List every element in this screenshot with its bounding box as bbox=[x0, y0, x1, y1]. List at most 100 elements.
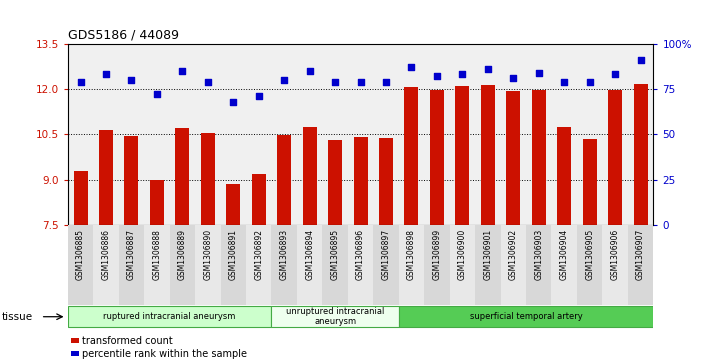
Text: GSM1306907: GSM1306907 bbox=[636, 229, 645, 280]
Bar bbox=[195, 225, 221, 305]
Bar bbox=[398, 225, 424, 305]
Bar bbox=[119, 225, 144, 305]
Point bbox=[381, 79, 392, 85]
Bar bbox=[226, 184, 241, 225]
Point bbox=[610, 72, 621, 77]
Bar bbox=[577, 225, 603, 305]
Point bbox=[100, 72, 111, 77]
Bar bbox=[176, 128, 189, 225]
Bar bbox=[603, 225, 628, 305]
Text: GSM1306902: GSM1306902 bbox=[509, 229, 518, 280]
Text: GSM1306888: GSM1306888 bbox=[152, 229, 161, 280]
Bar bbox=[68, 306, 271, 327]
Bar bbox=[271, 306, 398, 327]
Point bbox=[304, 68, 316, 74]
Bar bbox=[221, 225, 246, 305]
Bar bbox=[506, 91, 521, 225]
Bar bbox=[328, 140, 342, 225]
Point bbox=[176, 68, 188, 74]
Bar bbox=[201, 133, 215, 225]
Point bbox=[278, 77, 290, 83]
Text: GSM1306885: GSM1306885 bbox=[76, 229, 85, 280]
Bar bbox=[551, 225, 577, 305]
Point bbox=[151, 91, 163, 97]
Point bbox=[329, 79, 341, 85]
Text: GSM1306903: GSM1306903 bbox=[534, 229, 543, 280]
Text: unruptured intracranial
aneurysm: unruptured intracranial aneurysm bbox=[286, 307, 384, 326]
Text: GSM1306886: GSM1306886 bbox=[101, 229, 111, 280]
Point bbox=[75, 79, 86, 85]
Bar bbox=[124, 136, 139, 225]
Text: GSM1306895: GSM1306895 bbox=[331, 229, 340, 280]
Point bbox=[482, 66, 493, 72]
Point bbox=[431, 73, 443, 79]
Text: GSM1306897: GSM1306897 bbox=[381, 229, 391, 280]
Bar bbox=[348, 225, 373, 305]
Point bbox=[202, 79, 213, 85]
Bar bbox=[475, 225, 501, 305]
Text: GSM1306889: GSM1306889 bbox=[178, 229, 187, 280]
Bar bbox=[608, 90, 622, 225]
Point bbox=[228, 99, 239, 105]
Bar bbox=[353, 137, 368, 225]
Point bbox=[558, 79, 570, 85]
Point bbox=[533, 70, 545, 76]
Point bbox=[126, 77, 137, 83]
Bar bbox=[501, 225, 526, 305]
Text: transformed count: transformed count bbox=[82, 337, 173, 346]
Text: GSM1306892: GSM1306892 bbox=[254, 229, 263, 280]
Bar bbox=[526, 225, 551, 305]
Bar bbox=[94, 225, 119, 305]
Bar bbox=[303, 127, 317, 225]
Bar bbox=[71, 351, 79, 356]
Text: GSM1306905: GSM1306905 bbox=[585, 229, 594, 280]
Text: GSM1306890: GSM1306890 bbox=[203, 229, 212, 280]
Text: GSM1306896: GSM1306896 bbox=[356, 229, 365, 280]
Text: GSM1306887: GSM1306887 bbox=[127, 229, 136, 280]
Bar bbox=[252, 174, 266, 225]
Bar bbox=[430, 90, 444, 225]
Bar bbox=[424, 225, 450, 305]
Bar bbox=[170, 225, 195, 305]
Bar bbox=[271, 225, 297, 305]
Text: GDS5186 / 44089: GDS5186 / 44089 bbox=[68, 29, 178, 42]
Text: GSM1306901: GSM1306901 bbox=[483, 229, 493, 280]
Bar bbox=[456, 86, 469, 225]
Bar bbox=[450, 225, 475, 305]
Text: GSM1306898: GSM1306898 bbox=[407, 229, 416, 280]
Bar bbox=[144, 225, 170, 305]
Bar bbox=[583, 139, 597, 225]
Bar bbox=[74, 171, 88, 225]
Bar bbox=[633, 84, 648, 225]
Text: percentile rank within the sample: percentile rank within the sample bbox=[82, 350, 247, 359]
Bar bbox=[398, 306, 653, 327]
Bar bbox=[297, 225, 323, 305]
Bar bbox=[246, 225, 271, 305]
Bar bbox=[557, 127, 571, 225]
Bar bbox=[71, 338, 79, 343]
Point bbox=[406, 64, 417, 70]
Point bbox=[508, 75, 519, 81]
Text: ruptured intracranial aneurysm: ruptured intracranial aneurysm bbox=[104, 312, 236, 321]
Point bbox=[253, 93, 264, 99]
Point bbox=[355, 79, 366, 85]
Text: GSM1306904: GSM1306904 bbox=[560, 229, 569, 280]
Text: GSM1306900: GSM1306900 bbox=[458, 229, 467, 280]
Bar bbox=[150, 180, 164, 225]
Text: GSM1306894: GSM1306894 bbox=[305, 229, 314, 280]
Text: GSM1306891: GSM1306891 bbox=[228, 229, 238, 280]
Bar bbox=[481, 85, 495, 225]
Text: GSM1306906: GSM1306906 bbox=[610, 229, 620, 280]
Text: tissue: tissue bbox=[1, 312, 33, 322]
Bar bbox=[277, 135, 291, 225]
Point bbox=[635, 57, 646, 63]
Text: GSM1306893: GSM1306893 bbox=[280, 229, 288, 280]
Point bbox=[457, 72, 468, 77]
Bar bbox=[404, 87, 418, 225]
Bar bbox=[379, 138, 393, 225]
Bar bbox=[532, 90, 545, 225]
Text: superficial temporal artery: superficial temporal artery bbox=[470, 312, 583, 321]
Bar bbox=[373, 225, 398, 305]
Point bbox=[584, 79, 595, 85]
Bar bbox=[68, 225, 94, 305]
